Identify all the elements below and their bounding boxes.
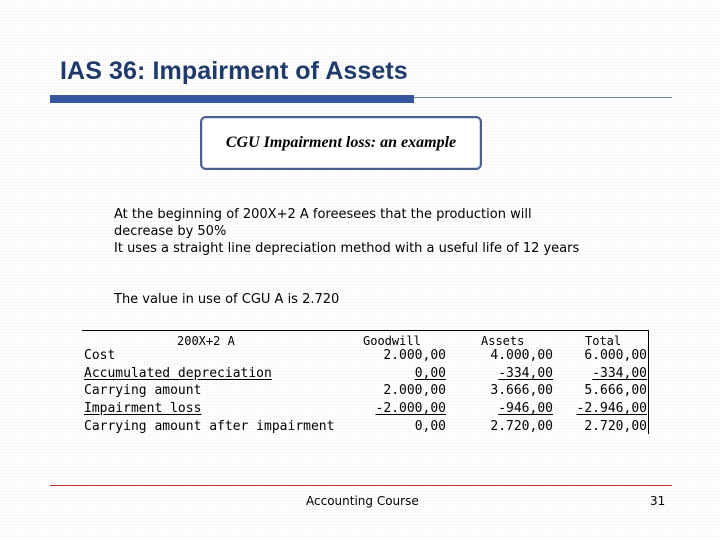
table-row-label: Impairment loss xyxy=(84,401,202,416)
table-cell-goodwill: -2.000,00 xyxy=(375,401,446,416)
table-cell-total: 6.000,00 xyxy=(584,348,647,363)
table-row-label: Cost xyxy=(84,348,116,363)
table-cell-total: 5.666,00 xyxy=(584,383,647,398)
table-header-assets: Assets xyxy=(481,334,525,348)
slide-title: IAS 36: Impairment of Assets xyxy=(60,57,408,85)
value-in-use-paragraph: The value in use of CGU A is 2.720 xyxy=(114,292,340,307)
footer-course-name: Accounting Course xyxy=(306,494,419,508)
scenario-paragraph: At the beginning of 200X+2 A foreesees t… xyxy=(114,206,594,257)
table-row-label: Accumulated depreciation xyxy=(84,366,272,381)
table-cell-total: -334,00 xyxy=(592,366,647,381)
scenario-line-1: At the beginning of 200X+2 A foreesees t… xyxy=(114,207,532,239)
title-underline-bar xyxy=(50,95,414,103)
table-cell-goodwill: 2.000,00 xyxy=(383,383,446,398)
table-cell-assets: -334,00 xyxy=(498,366,553,381)
title-underline-rule xyxy=(414,97,672,98)
table-cell-total: 2.720,00 xyxy=(584,419,647,434)
table-cell-assets: -946,00 xyxy=(498,401,553,416)
table-row-label: Carrying amount after impairment xyxy=(84,419,335,434)
table-cell-assets: 4.000,00 xyxy=(490,348,553,363)
table-header-goodwill: Goodwill xyxy=(363,334,421,348)
table-cell-goodwill: 2.000,00 xyxy=(383,348,446,363)
table-header-label: 200X+2 A xyxy=(177,334,235,348)
table-cell-assets: 3.666,00 xyxy=(490,383,553,398)
table-row-label: Carrying amount xyxy=(84,383,202,398)
page-number: 31 xyxy=(650,494,666,508)
example-heading-text: CGU Impairment loss: an example xyxy=(225,134,457,151)
table-cell-assets: 2.720,00 xyxy=(490,419,553,434)
impairment-table: 200X+2 A Goodwill Assets Total Cost 2.00… xyxy=(82,330,649,434)
footer-divider xyxy=(50,485,672,486)
table-cell-total: -2.946,00 xyxy=(576,401,647,416)
table-cell-goodwill: 0,00 xyxy=(414,366,446,381)
scenario-line-2: It uses a straight line depreciation met… xyxy=(114,241,580,256)
example-heading-box: CGU Impairment loss: an example xyxy=(200,116,482,170)
table-cell-goodwill: 0,00 xyxy=(414,419,446,434)
table-header-total: Total xyxy=(585,334,622,348)
